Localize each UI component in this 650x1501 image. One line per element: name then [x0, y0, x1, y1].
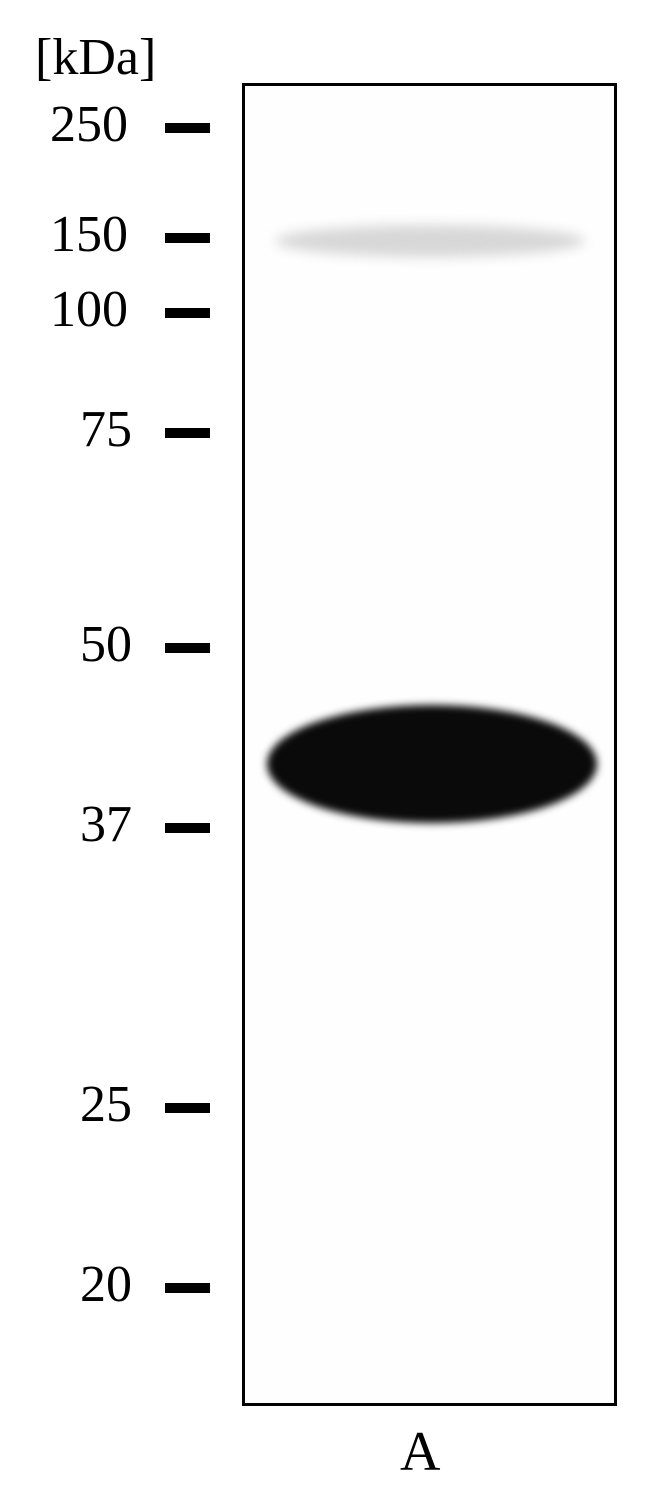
marker-tick-100	[165, 308, 210, 318]
marker-label-20: 20	[80, 1255, 132, 1314]
marker-tick-50	[165, 643, 210, 653]
strong-main-band	[267, 705, 597, 823]
marker-tick-20	[165, 1283, 210, 1293]
marker-tick-150	[165, 233, 210, 243]
marker-label-50: 50	[80, 615, 132, 674]
marker-tick-75	[165, 428, 210, 438]
marker-label-150: 150	[50, 205, 128, 264]
marker-label-37: 37	[80, 795, 132, 854]
lane-a-border	[242, 83, 617, 1406]
marker-tick-250	[165, 123, 210, 133]
lane-a-label: A	[400, 1420, 440, 1484]
faint-upper-band	[275, 225, 585, 257]
marker-tick-25	[165, 1103, 210, 1113]
marker-label-250: 250	[50, 95, 128, 154]
marker-label-100: 100	[50, 280, 128, 339]
marker-label-75: 75	[80, 400, 132, 459]
unit-label: [kDa]	[35, 28, 156, 87]
marker-tick-37	[165, 823, 210, 833]
western-blot-figure: [kDa] 250 150 100 75 50 37 25 20 A	[0, 0, 650, 1501]
marker-label-25: 25	[80, 1075, 132, 1134]
